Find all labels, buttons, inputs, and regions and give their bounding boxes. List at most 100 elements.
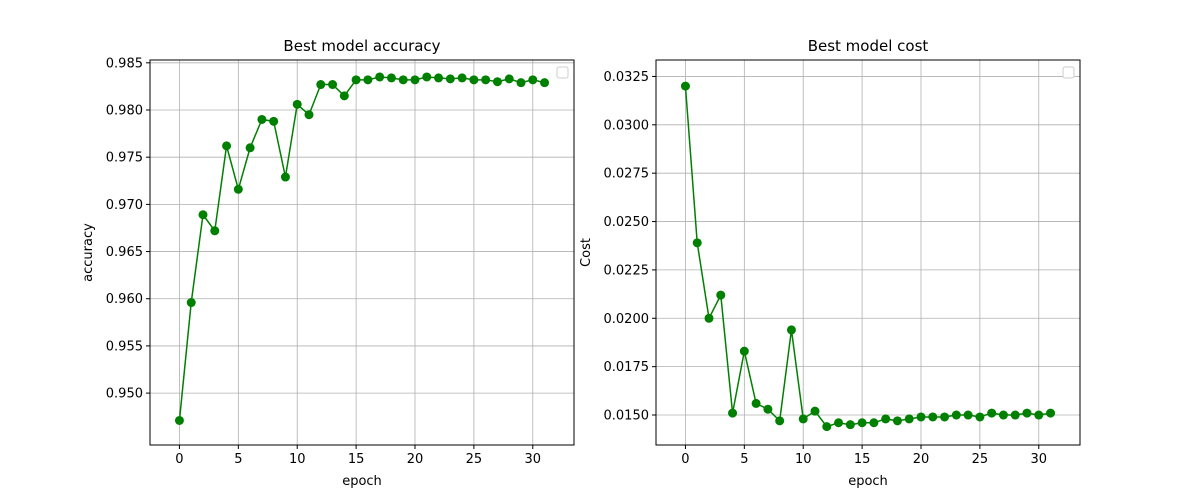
y-tick-label: 0.955	[106, 339, 143, 354]
cost-data-point	[810, 406, 820, 416]
y-tick-label: 0.950	[106, 387, 143, 402]
accuracy-data-point	[198, 210, 208, 220]
cost-data-point	[998, 410, 1008, 420]
cost-data-point	[975, 412, 985, 422]
y-tick-label: 0.965	[106, 245, 143, 260]
x-tick-label: 15	[854, 452, 871, 467]
cost-data-point	[904, 414, 914, 424]
accuracy-chart: 0 5 10 15 20 25 30 0.950 0.955 0.960 0.965 0.970 0.9…	[81, 37, 575, 489]
y-tick-label: 0.980	[106, 104, 143, 119]
x-tick-label: 25	[972, 452, 989, 467]
cost-data-point	[892, 416, 902, 426]
cost-data-point	[786, 325, 796, 335]
accuracy-data-point	[528, 75, 538, 85]
cost-data-point	[963, 410, 973, 420]
accuracy-data-point	[398, 75, 408, 85]
cost-data-point	[1046, 408, 1056, 418]
x-tick-label: 20	[913, 452, 930, 467]
accuracy-data-point	[269, 116, 279, 126]
x-tick-label: 30	[525, 452, 542, 467]
x-tick-label: 5	[740, 452, 748, 467]
cost-data-point	[857, 418, 867, 428]
accuracy-data-point	[457, 73, 467, 83]
cost-data-point	[822, 422, 832, 432]
y-tick-label: 0.985	[106, 56, 143, 71]
cost-data-point	[692, 238, 702, 248]
chart-title: Best model cost	[808, 37, 929, 55]
x-axis-label: epoch	[848, 474, 888, 489]
y-tick-label: 0.0225	[604, 263, 650, 278]
x-tick-label: 10	[795, 452, 812, 467]
y-tick-label: 0.0200	[604, 312, 650, 327]
accuracy-series-line	[178, 76, 545, 421]
x-tick-label: 15	[348, 452, 365, 467]
accuracy-data-point	[375, 72, 385, 82]
cost-data-point	[834, 418, 844, 428]
accuracy-data-point	[492, 77, 502, 87]
x-tick-label: 30	[1031, 452, 1048, 467]
cost-data-point	[881, 414, 891, 424]
accuracy-data-point	[186, 298, 196, 308]
y-axis-label: accuracy	[81, 223, 96, 282]
accuracy-data-point	[174, 415, 184, 425]
y-tick-label: 0.975	[106, 151, 143, 166]
accuracy-data-point	[504, 74, 514, 84]
accuracy-data-point	[210, 226, 220, 236]
accuracy-data-point	[445, 74, 455, 84]
accuracy-data-point	[410, 75, 420, 85]
accuracy-data-point	[363, 75, 373, 85]
y-tick-label: 0.0325	[604, 70, 650, 85]
legend-box	[556, 66, 569, 79]
accuracy-data-point	[339, 91, 349, 101]
accuracy-data-point	[328, 80, 338, 90]
plot-frame	[655, 59, 1081, 446]
accuracy-data-point	[257, 114, 267, 124]
accuracy-data-point	[245, 143, 255, 153]
plot-frame	[149, 59, 575, 446]
chart-title: Best model accuracy	[283, 37, 440, 55]
legend-box	[1062, 66, 1075, 79]
y-tick-label: 0.0300	[604, 118, 650, 133]
accuracy-data-point	[469, 75, 479, 85]
x-tick-label: 10	[289, 452, 306, 467]
x-tick-label: 5	[234, 452, 242, 467]
cost-data-point	[987, 408, 997, 418]
y-tick-label: 0.960	[106, 292, 143, 307]
cost-data-point	[704, 313, 714, 323]
cost-series-line	[684, 86, 1051, 428]
cost-data-point	[1022, 408, 1032, 418]
y-tick-label: 0.970	[106, 198, 143, 213]
cost-data-point	[751, 398, 761, 408]
x-tick-label: 25	[466, 452, 483, 467]
cost-data-point	[845, 420, 855, 430]
cost-data-point	[916, 412, 926, 422]
cost-data-point	[716, 290, 726, 300]
cost-data-point	[798, 414, 808, 424]
y-tick-label: 0.0275	[604, 167, 650, 182]
accuracy-data-point	[316, 80, 326, 90]
accuracy-data-point	[386, 73, 396, 83]
y-tick-label: 0.0150	[604, 409, 650, 424]
y-tick-label: 0.0250	[604, 215, 650, 230]
x-tick-label: 20	[407, 452, 424, 467]
accuracy-data-point	[280, 172, 290, 182]
cost-data-point	[940, 412, 950, 422]
accuracy-data-point	[292, 99, 302, 109]
cost-data-point	[951, 410, 961, 420]
cost-data-point	[739, 346, 749, 356]
cost-data-point	[680, 81, 690, 91]
accuracy-data-point	[481, 75, 491, 85]
accuracy-data-point	[233, 184, 243, 194]
accuracy-data-point	[422, 72, 432, 82]
y-tick-label: 0.0175	[604, 360, 650, 375]
cost-data-point	[1034, 410, 1044, 420]
cost-data-point	[775, 416, 785, 426]
cost-data-point	[763, 404, 773, 414]
x-tick-label: 0	[175, 452, 183, 467]
cost-chart: 0 5 10 15 20 25 30 0.0150 0.0175 0.0200 0.0225 0.02…	[579, 37, 1081, 489]
accuracy-data-point	[222, 141, 232, 151]
accuracy-data-point	[516, 78, 526, 88]
accuracy-data-point	[540, 78, 550, 88]
cost-data-point	[928, 412, 938, 422]
